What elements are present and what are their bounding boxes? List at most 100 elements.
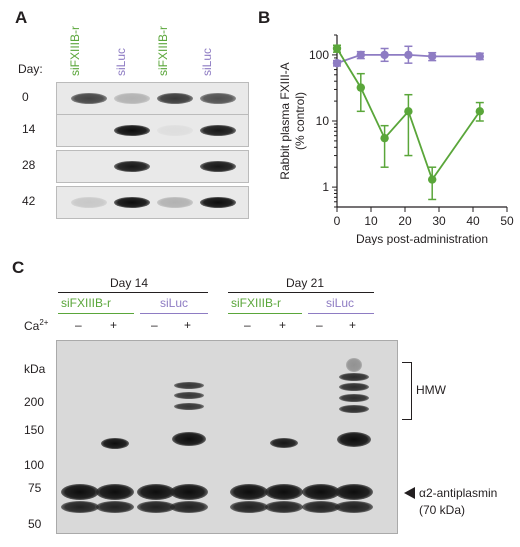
kda-label: kDa [24, 362, 46, 376]
calcium-sign: – [244, 318, 251, 332]
gel-band [339, 383, 369, 391]
data-point [380, 50, 389, 60]
subgroup-line-2 [140, 313, 208, 314]
blot-band [200, 125, 236, 136]
blot-band [114, 161, 150, 172]
subgroup-line-4 [308, 313, 374, 314]
group-line-day14 [58, 292, 208, 293]
group-label-day14: Day 14 [110, 276, 149, 290]
blot-band [71, 93, 107, 104]
calcium-sign: – [151, 318, 158, 332]
antiplasmin-label: α2-antiplasmin [419, 486, 498, 500]
gel-band [170, 484, 208, 500]
x-tick-label: 20 [398, 214, 412, 228]
calcium-sign: – [75, 318, 82, 332]
data-point [380, 133, 389, 143]
lane-label-2: siLuc [114, 47, 128, 76]
hmw-label: HMW [416, 383, 446, 397]
gel-band [96, 484, 134, 500]
lane-label-4: siLuc [200, 47, 214, 76]
gel-band [339, 405, 369, 413]
data-point [428, 175, 437, 184]
calcium-sign: – [316, 318, 323, 332]
gel-band [174, 402, 204, 410]
gel-band [265, 484, 303, 500]
data-point [356, 83, 365, 92]
gel-band [172, 432, 206, 446]
x-tick-label: 10 [364, 214, 378, 228]
day-row-label: 0 [22, 90, 29, 104]
data-point [475, 107, 484, 116]
blot-band [114, 197, 150, 208]
arrowhead-icon [404, 487, 415, 499]
gel-band [346, 358, 362, 372]
data-point [475, 52, 484, 61]
gel-band [96, 501, 134, 513]
data-point [356, 50, 365, 60]
subgroup-line-3 [228, 313, 302, 314]
gel-band [339, 373, 369, 381]
hmw-bracket [402, 362, 412, 420]
day-row-label: 14 [22, 122, 36, 136]
data-point [404, 107, 413, 116]
blot-strip [56, 82, 249, 115]
blot-band [200, 197, 236, 208]
calcium-sign: + [279, 318, 287, 332]
gel-band [174, 391, 204, 399]
x-axis-label: Days post-administration [356, 232, 488, 245]
gel-band [61, 484, 99, 500]
blot-strip [56, 186, 249, 219]
group-line-day21 [228, 292, 374, 293]
subgroup-label-2: siLuc [160, 296, 189, 310]
y-tick-label: 1 [322, 180, 329, 194]
gel-band [137, 484, 175, 500]
marker-150: 150 [24, 423, 45, 437]
series-line [336, 48, 481, 182]
gel-band [230, 484, 268, 500]
gel-band [265, 501, 303, 513]
subgroup-line-1 [58, 313, 134, 314]
lane-label-1: siFXIIIB-r [68, 26, 82, 76]
y-axis-label-unit: (% control) [293, 92, 307, 150]
panel-c-letter: C [12, 258, 25, 277]
subgroup-label-4: siLuc [326, 296, 355, 310]
data-point [332, 44, 342, 53]
data-point [404, 50, 413, 60]
gel-band [170, 501, 208, 513]
gel-band [302, 501, 340, 513]
x-tick-label: 0 [334, 214, 341, 228]
calcium-sign: + [110, 318, 118, 332]
day-label: Day: [18, 62, 43, 76]
gel-band [335, 501, 373, 513]
gel-band [101, 437, 129, 449]
gel-band [302, 484, 340, 500]
x-tick-label: 40 [466, 214, 480, 228]
gel-blot [56, 340, 398, 534]
blot-band [200, 93, 236, 104]
group-label-day21: Day 21 [286, 276, 325, 290]
calcium-label: Ca2+ [24, 318, 49, 333]
y-tick-label: 100 [309, 48, 329, 62]
panel-b-letter: B [258, 8, 271, 27]
gel-band [270, 438, 298, 448]
day-row-label: 28 [22, 158, 36, 172]
calcium-sign: + [184, 318, 192, 332]
gel-band [174, 381, 204, 389]
y-tick-label: 10 [316, 114, 330, 128]
blot-band [157, 125, 193, 136]
panel-a-letter: A [15, 8, 28, 27]
blot-band [114, 93, 150, 104]
gel-band [61, 501, 99, 513]
marker-200: 200 [24, 395, 45, 409]
x-tick-label: 50 [500, 214, 514, 228]
blot-band [71, 197, 107, 208]
marker-50: 50 [28, 517, 42, 531]
marker-100: 100 [24, 458, 45, 472]
subgroup-label-1: siFXIIIB-r [61, 296, 111, 310]
blot-band [114, 125, 150, 136]
blot-band [157, 197, 193, 208]
blot-band [200, 161, 236, 172]
gel-band [137, 501, 175, 513]
blot-band [157, 93, 193, 104]
blot-strip [56, 114, 249, 147]
